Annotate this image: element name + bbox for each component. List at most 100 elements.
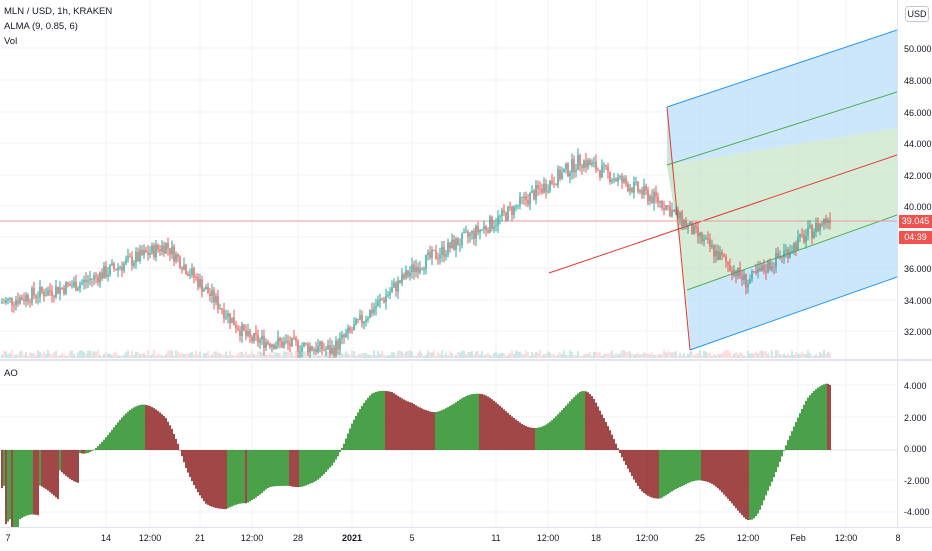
- alma-legend[interactable]: ALMA (9, 0.85, 6): [4, 21, 78, 32]
- volume-bar: [765, 351, 767, 358]
- volume-bar: [63, 354, 65, 358]
- volume-bar: [725, 350, 727, 358]
- candle-body: [737, 267, 739, 277]
- candle-body: [485, 226, 487, 230]
- volume-bar: [605, 354, 607, 358]
- ao-bar: [821, 385, 823, 450]
- ao-bar: [235, 450, 237, 505]
- volume-bar: [695, 353, 697, 358]
- candle-body: [665, 205, 667, 210]
- volume-bar: [357, 354, 359, 358]
- ao-bar: [697, 450, 699, 481]
- volume-bar: [97, 350, 99, 358]
- volume-bar: [497, 354, 499, 358]
- ao-bar: [469, 394, 471, 450]
- ao-bar: [483, 394, 485, 450]
- candle-body: [17, 300, 19, 304]
- candle-body: [803, 234, 805, 242]
- ao-bar: [795, 422, 797, 450]
- candle-body: [79, 284, 81, 289]
- candle-body: [717, 250, 719, 260]
- candle-body: [375, 306, 377, 309]
- candle-body: [21, 297, 23, 300]
- candle-body: [547, 190, 549, 192]
- volume-bar: [163, 355, 165, 358]
- candle-body: [343, 334, 345, 338]
- ao-bar: [307, 450, 309, 485]
- ao-indicator-pane[interactable]: [0, 362, 897, 527]
- ao-bar: [83, 450, 85, 454]
- ao-bar: [281, 450, 283, 486]
- volume-bar: [111, 355, 113, 358]
- time-axis-label: 21: [194, 533, 206, 543]
- ao-bar: [97, 446, 99, 450]
- price-axis[interactable]: [897, 0, 932, 530]
- volume-bar: [75, 355, 77, 358]
- ao-bar: [251, 450, 253, 501]
- ao-bar: [587, 392, 589, 450]
- ao-bar: [361, 405, 363, 450]
- ao-bar: [37, 450, 39, 516]
- ao-bar: [761, 450, 763, 506]
- candle-body: [799, 233, 801, 238]
- volume-bar: [621, 350, 623, 358]
- ao-bar: [641, 450, 643, 492]
- ao-bar: [95, 448, 97, 450]
- candle-body: [615, 178, 617, 182]
- volume-bar: [543, 354, 545, 358]
- volume-bar: [237, 353, 239, 358]
- candle-body: [641, 190, 643, 195]
- volume-legend[interactable]: Vol: [4, 36, 18, 47]
- pitchfork-drawing[interactable]: [548, 29, 897, 351]
- ao-bar: [349, 428, 351, 450]
- ao-bar: [797, 417, 799, 450]
- candle-body: [247, 330, 249, 336]
- candle-body: [443, 246, 445, 257]
- volume-bar: [213, 351, 215, 358]
- ao-bar: [447, 407, 449, 450]
- ao-bar: [33, 450, 35, 515]
- price-axis-label: 46.000: [904, 108, 932, 118]
- ao-bar: [53, 450, 55, 496]
- ao-bar: [47, 450, 49, 491]
- price-chart[interactable]: [0, 0, 897, 358]
- candle-body: [269, 343, 271, 348]
- volume-bar: [639, 354, 641, 358]
- candle-body: [815, 223, 817, 232]
- ao-bar: [611, 434, 613, 450]
- ao-bar: [389, 391, 391, 450]
- volume-bar: [699, 350, 701, 358]
- ao-legend[interactable]: AO: [4, 368, 18, 379]
- volume-bar: [317, 355, 319, 358]
- pane-separator[interactable]: [0, 359, 932, 361]
- volume-bar: [545, 353, 547, 358]
- ao-bar: [259, 450, 261, 495]
- ao-bar: [145, 404, 147, 450]
- ao-bar: [181, 450, 183, 457]
- volume-bar: [563, 350, 565, 358]
- volume-bar: [235, 355, 237, 358]
- ao-bar: [85, 450, 87, 454]
- symbol-legend[interactable]: MLN / USD, 1h, KRAKEN: [4, 6, 113, 17]
- candle-body: [299, 351, 301, 353]
- ao-bar: [671, 450, 673, 492]
- time-axis[interactable]: [0, 527, 932, 551]
- candle-body: [501, 210, 503, 217]
- volume-bar: [189, 352, 191, 358]
- candle-body: [167, 243, 169, 249]
- volume-bar: [613, 354, 615, 358]
- ao-bar: [179, 450, 181, 451]
- ao-bar: [43, 450, 45, 488]
- volume-bar: [37, 350, 39, 358]
- ao-bar: [581, 391, 583, 450]
- candle-body: [137, 252, 139, 261]
- currency-badge[interactable]: USD: [905, 6, 929, 22]
- candle-body: [783, 251, 785, 258]
- ao-bar: [597, 406, 599, 450]
- candle-body: [447, 242, 449, 255]
- candle-body: [697, 227, 699, 237]
- volume-bar: [219, 353, 221, 358]
- volume-bar: [793, 354, 795, 358]
- volume-bar: [537, 352, 539, 358]
- volume-bar: [99, 354, 101, 358]
